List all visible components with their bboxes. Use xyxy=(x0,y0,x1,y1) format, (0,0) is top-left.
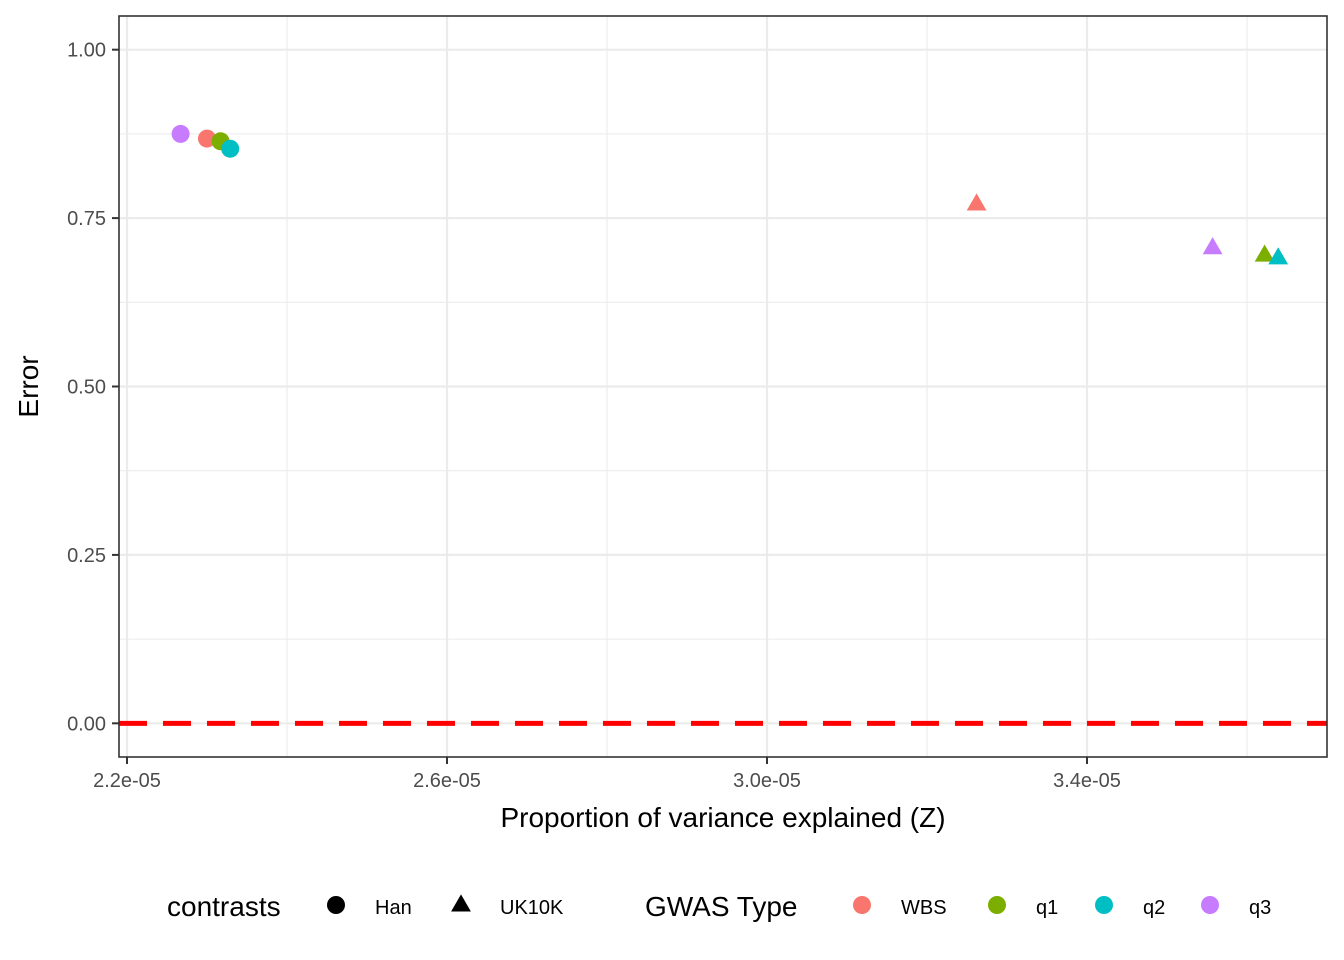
data-point-uk10k-wbs xyxy=(966,193,987,211)
data-point-han-q3 xyxy=(171,124,190,143)
legend-label-q3: q3 xyxy=(1249,897,1271,919)
data-point-han-wbs xyxy=(198,129,216,148)
x-tick-label: 2.2e-05 xyxy=(93,770,161,792)
y-tick-label: 0.50 xyxy=(67,377,106,399)
gridlines xyxy=(119,16,1327,757)
y-tick-label: 1.00 xyxy=(67,40,106,62)
legend-label-wbs: WBS xyxy=(901,897,947,919)
legend: contrasts GWAS Type Han UK10K WBS q1 q2 q3 xyxy=(167,891,1271,922)
data-point-uk10k-q3 xyxy=(1202,237,1223,255)
data-point-han-q2 xyxy=(221,139,240,158)
x-tick-label: 2.6e-05 xyxy=(413,770,481,792)
legend-key-uk10k xyxy=(451,894,471,912)
data-points xyxy=(171,124,1289,265)
legend-title-contrasts: contrasts xyxy=(167,891,281,922)
legend-label-uk10k: UK10K xyxy=(500,897,564,919)
data-point-uk10k-q2 xyxy=(1268,247,1289,265)
legend-key-wbs xyxy=(853,896,871,914)
legend-label-han: Han xyxy=(375,897,412,919)
x-tick-label: 3.4e-05 xyxy=(1053,770,1121,792)
legend-label-q1: q1 xyxy=(1036,897,1058,919)
y-tick-label: 0.00 xyxy=(67,713,106,735)
x-axis-title: Proportion of variance explained (Z) xyxy=(500,802,945,833)
legend-key-q1 xyxy=(988,896,1006,914)
legend-key-han xyxy=(327,896,345,914)
data-point-uk10k-q1 xyxy=(1254,244,1275,262)
y-tick-label: 0.75 xyxy=(67,208,106,230)
y-axis-title: Error xyxy=(13,355,44,417)
legend-label-q2: q2 xyxy=(1143,897,1165,919)
legend-key-q3 xyxy=(1201,896,1219,914)
x-tick-label: 3.0e-05 xyxy=(733,770,801,792)
legend-title-gwas-type: GWAS Type xyxy=(645,891,798,922)
axes: 2.2e-05 2.6e-05 3.0e-05 3.4e-05 0.00 0.25 0.50… xyxy=(67,40,1121,792)
y-tick-label: 0.25 xyxy=(67,545,106,567)
legend-key-q2 xyxy=(1095,896,1113,914)
